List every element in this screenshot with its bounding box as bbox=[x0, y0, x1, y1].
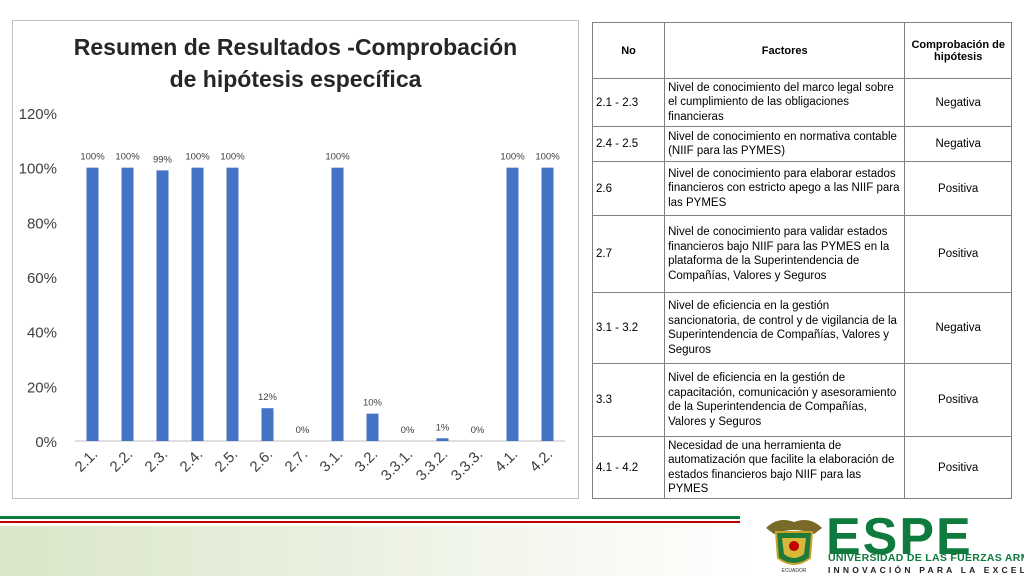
bar bbox=[121, 167, 134, 441]
data-label: 100% bbox=[325, 152, 350, 163]
row-result: Positiva bbox=[904, 363, 1012, 437]
crest-text: ECUADOR bbox=[781, 568, 806, 574]
footer-gradient bbox=[0, 526, 760, 576]
x-tick-label: 2.7. bbox=[282, 446, 312, 476]
chart-title: Resumen de Resultados -Comprobación de h… bbox=[13, 31, 578, 95]
table-row: 3.1 - 3.2 Nivel de eficiencia en la gest… bbox=[591, 292, 1012, 364]
y-tick-label: 80% bbox=[27, 215, 57, 232]
data-label: 100% bbox=[500, 152, 525, 163]
bar bbox=[366, 413, 379, 441]
row-result: Positiva bbox=[904, 215, 1012, 293]
x-tick-label: 3.1. bbox=[317, 446, 347, 476]
header-comprobacion: Comprobación de hipótesis bbox=[904, 22, 1012, 79]
row-factor: Nivel de eficiencia en la gestión de cap… bbox=[664, 363, 906, 437]
data-label: 100% bbox=[220, 152, 245, 163]
bar bbox=[331, 167, 344, 441]
row-no: 2.4 - 2.5 bbox=[591, 126, 666, 162]
y-tick-label: 100% bbox=[19, 161, 57, 178]
x-tick-label: 2.3. bbox=[142, 446, 172, 476]
chart-title-line-1: Resumen de Resultados -Comprobación bbox=[73, 34, 518, 60]
row-no: 3.3 bbox=[591, 363, 666, 437]
table-row: 2.4 - 2.5 Nivel de conocimiento en norma… bbox=[591, 126, 1012, 162]
x-tick-label: 2.4. bbox=[177, 446, 207, 476]
row-result: Positiva bbox=[904, 436, 1012, 499]
data-label: 100% bbox=[185, 152, 210, 163]
row-factor: Nivel de conocimiento para validar estad… bbox=[664, 215, 906, 293]
y-tick-label: 120% bbox=[19, 106, 57, 123]
table-row: 2.7 Nivel de conocimiento para validar e… bbox=[591, 215, 1012, 293]
header-no: No bbox=[591, 22, 666, 79]
table-row: 3.3 Nivel de eficiencia en la gestión de… bbox=[591, 363, 1012, 437]
table-header-row: No Factores Comprobación de hipótesis bbox=[591, 22, 1012, 79]
x-tick-label: 2.1. bbox=[72, 446, 102, 476]
data-label: 100% bbox=[115, 152, 140, 163]
x-tick-label: 2.2. bbox=[107, 446, 137, 476]
data-label: 99% bbox=[153, 154, 173, 165]
data-label: 100% bbox=[535, 152, 560, 163]
espe-logo-subtitle: UNIVERSIDAD DE LAS FUERZAS ARMADAS bbox=[828, 552, 1024, 564]
row-factor: Nivel de conocimiento en normativa conta… bbox=[664, 126, 906, 162]
data-label: 100% bbox=[80, 152, 105, 163]
data-label: 10% bbox=[363, 398, 383, 409]
hypothesis-table: No Factores Comprobación de hipótesis 2.… bbox=[591, 22, 1012, 499]
y-tick-label: 0% bbox=[35, 434, 57, 451]
x-tick-label: 3.3.1. bbox=[378, 446, 417, 485]
chart-title-line-2: de hipótesis específica bbox=[169, 66, 422, 92]
y-tick-label: 40% bbox=[27, 325, 57, 342]
bar bbox=[156, 170, 169, 441]
bar bbox=[541, 167, 554, 441]
row-no: 3.1 - 3.2 bbox=[591, 292, 666, 364]
bar bbox=[436, 438, 449, 441]
x-tick-label: 3.2. bbox=[352, 446, 382, 476]
x-tick-label: 3.3.2. bbox=[413, 446, 452, 485]
footer-stripe-red bbox=[0, 521, 740, 523]
row-factor: Nivel de conocimiento para elaborar esta… bbox=[664, 161, 906, 216]
row-result: Negativa bbox=[904, 126, 1012, 162]
data-label: 0% bbox=[401, 425, 415, 436]
row-factor: Nivel de eficiencia en la gestión sancio… bbox=[664, 292, 906, 364]
x-tick-label: 4.1. bbox=[492, 446, 522, 476]
espe-crest-icon: ECUADOR bbox=[766, 520, 822, 574]
row-result: Positiva bbox=[904, 161, 1012, 216]
row-no: 2.7 bbox=[591, 215, 666, 293]
data-label: 0% bbox=[296, 425, 310, 436]
bar bbox=[86, 167, 99, 441]
y-tick-label: 20% bbox=[27, 379, 57, 396]
y-tick-label: 60% bbox=[27, 270, 57, 287]
table-row: 2.6 Nivel de conocimiento para elaborar … bbox=[591, 161, 1012, 216]
bar-chart: 0% 20% 40% 60% 80% 100% 120% 100% 2.1. 100% 2.2. 99… bbox=[19, 106, 565, 485]
table-row: 2.1 - 2.3 Nivel de conocimiento del marc… bbox=[591, 78, 1012, 127]
row-result: Negativa bbox=[904, 292, 1012, 364]
x-tick-label: 2.6. bbox=[247, 446, 277, 476]
x-tick-label: 3.3.3. bbox=[448, 446, 487, 485]
bar bbox=[191, 167, 204, 441]
bar bbox=[261, 408, 274, 441]
row-factor: Necesidad de una herramienta de automati… bbox=[664, 436, 906, 499]
data-label: 0% bbox=[471, 425, 485, 436]
row-no: 4.1 - 4.2 bbox=[591, 436, 666, 499]
row-factor: Nivel de conocimiento del marco legal so… bbox=[664, 78, 906, 127]
hypothesis-table-container: No Factores Comprobación de hipótesis 2.… bbox=[591, 22, 1012, 499]
row-no: 2.1 - 2.3 bbox=[591, 78, 666, 127]
chart-container: Resumen de Resultados -Comprobación de h… bbox=[12, 20, 579, 499]
row-no: 2.6 bbox=[591, 161, 666, 216]
bar bbox=[506, 167, 519, 441]
espe-logo-text: ESPE bbox=[826, 508, 973, 566]
x-tick-label: 2.5. bbox=[212, 446, 242, 476]
footer-stripe-green bbox=[0, 516, 740, 519]
row-result: Negativa bbox=[904, 78, 1012, 127]
espe-logo-tagline: INNOVACIÓN PARA LA EXCELENCIA bbox=[828, 565, 1024, 575]
table-row: 4.1 - 4.2 Necesidad de una herramienta d… bbox=[591, 436, 1012, 499]
bar bbox=[226, 167, 239, 441]
header-factores: Factores bbox=[664, 22, 906, 79]
x-tick-label: 4.2. bbox=[527, 446, 557, 476]
data-label: 12% bbox=[258, 392, 278, 403]
data-label: 1% bbox=[436, 422, 450, 433]
